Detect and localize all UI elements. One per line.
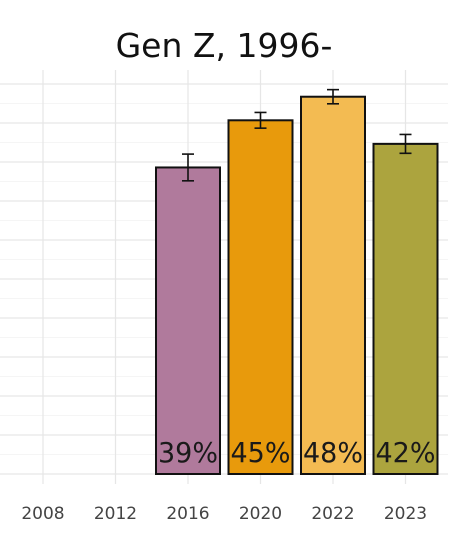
x-tick-label: 2016: [166, 504, 209, 524]
x-tick-label: 2020: [239, 504, 282, 524]
data-label: 48%: [303, 436, 363, 469]
data-labels: 39% 45% 48% 42%: [158, 436, 436, 469]
data-label: 42%: [376, 436, 436, 469]
bars: [155, 95, 439, 476]
data-label: 45%: [231, 436, 291, 469]
x-tick-label: 2012: [94, 504, 137, 524]
bar: [372, 142, 439, 475]
bar: [155, 166, 221, 476]
x-tick-label: 2022: [311, 504, 354, 524]
error-bar: [399, 133, 412, 155]
error-bar: [254, 111, 267, 129]
bar: [227, 119, 294, 476]
chart-title: Gen Z, 1996-: [116, 26, 333, 65]
error-bar: [182, 153, 194, 182]
bar: [300, 95, 366, 475]
x-tick-label: 2023: [384, 504, 427, 524]
x-axis-ticks: 2008 2012 2016 2020 2022 2023: [21, 504, 427, 524]
x-tick-label: 2008: [21, 504, 64, 524]
error-bar: [327, 88, 339, 105]
error-bars: [182, 88, 412, 182]
data-label: 39%: [158, 436, 218, 469]
